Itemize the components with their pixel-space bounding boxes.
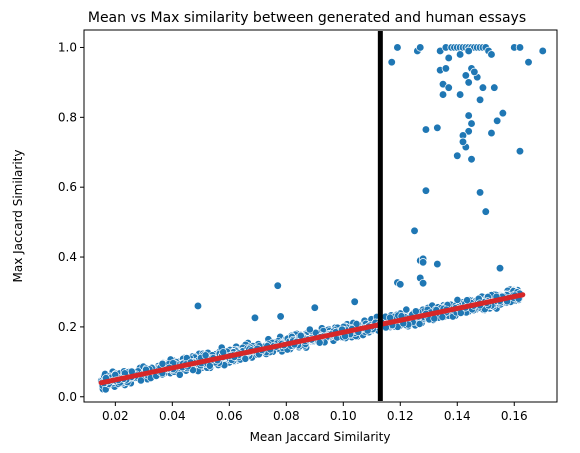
scatter-point-outlier	[433, 259, 442, 269]
scatter-point	[189, 366, 197, 374]
scatter-point-outlier	[433, 123, 442, 132]
scatter-point-outlier	[490, 83, 499, 92]
y-tick-label: 1.0	[58, 40, 77, 54]
scatter-point-outlier	[276, 312, 285, 321]
y-axis-ticks: 0.0 0.2 0.4 0.6 0.8 1.0	[58, 40, 84, 404]
scatter-point-outlier	[481, 207, 490, 216]
scatter-point	[158, 359, 167, 368]
y-tick-label: 0.6	[58, 180, 77, 194]
scatter-point-outlier	[495, 264, 505, 273]
scatter-point-outlier	[273, 281, 282, 290]
scatter-point-outlier	[193, 301, 203, 311]
scatter-point-outlier	[524, 57, 533, 67]
scatter-point-outlier	[515, 43, 525, 52]
scatter-point-outlier	[458, 137, 468, 146]
scatter-point	[453, 296, 462, 304]
scatter-point-outlier	[421, 186, 431, 195]
scatter-point-outlier	[467, 155, 476, 164]
scatter-point	[241, 354, 250, 363]
scatter-point	[415, 320, 424, 328]
scatter-point-outlier	[478, 83, 488, 92]
scatter-point-outlier	[396, 280, 405, 289]
scatter-point-outlier	[487, 128, 496, 138]
scatter-point	[137, 376, 145, 385]
scatter-point-outlier	[441, 64, 451, 73]
overlay-lines	[98, 31, 526, 401]
scatter-point-outlier	[418, 258, 428, 267]
scatter-point	[402, 305, 411, 314]
scatter-point	[305, 325, 314, 334]
scatter-point-outlier	[498, 108, 508, 118]
scatter-point-outlier	[410, 226, 419, 236]
x-tick-label: 0.14	[444, 409, 471, 423]
scatter-point-outlier	[250, 313, 260, 322]
x-tick-label: 0.02	[102, 409, 129, 423]
scatter-point-outlier	[475, 95, 485, 105]
y-axis-label: Max Jaccard Similarity	[11, 150, 25, 283]
scatter-point-outlier	[350, 297, 359, 306]
y-tick-label: 0.4	[58, 250, 77, 264]
scatter-point-outlier	[487, 50, 496, 59]
y-tick-label: 0.0	[58, 390, 77, 404]
trend-line	[98, 292, 526, 386]
x-axis-label: Mean Jaccard Similarity	[250, 430, 391, 444]
scatter-point-outlier	[310, 303, 319, 312]
scatter-point-outlier	[438, 90, 448, 99]
scatter-point-outlier	[421, 125, 431, 134]
scatter-point-outlier	[461, 71, 470, 80]
x-tick-label: 0.10	[330, 409, 357, 423]
x-tick-label: 0.12	[387, 409, 414, 423]
scatter-point-outlier	[455, 50, 465, 59]
y-tick-label: 0.2	[58, 320, 77, 334]
x-tick-label: 0.04	[159, 409, 186, 423]
scatter-point-outlier	[387, 57, 396, 67]
scatter-point-outlier	[453, 151, 462, 160]
scatter-point	[411, 307, 420, 316]
plot-frame	[83, 29, 558, 403]
x-tick-label: 0.08	[273, 409, 300, 423]
x-axis-ticks: 0.02 0.04 0.06 0.08 0.10 0.12 0.14 0.16	[102, 402, 528, 423]
scatter-point-outlier	[464, 111, 473, 120]
x-tick-label: 0.06	[216, 409, 243, 423]
y-tick-label: 0.8	[58, 110, 77, 124]
scatter-point-outlier	[444, 53, 453, 63]
scatter-point-outlier	[416, 43, 425, 52]
scatter-point-outlier	[538, 46, 547, 56]
scatter-point-outlier	[444, 83, 453, 92]
scatter-point-outlier	[464, 127, 473, 136]
scatter-point-outlier	[475, 188, 485, 197]
scatter-point	[201, 351, 210, 360]
scatter-point	[463, 296, 472, 305]
scatter-point-outlier	[464, 46, 473, 56]
scatter-point	[175, 370, 184, 379]
scatter-point-outlier	[464, 78, 473, 87]
scatter-point-outlier	[493, 116, 502, 125]
scatter-point-outlier	[515, 147, 525, 156]
chart-title: Mean vs Max similarity between generated…	[88, 10, 526, 26]
scatter-point-outlier	[467, 119, 476, 128]
scatter-point-outlier	[470, 67, 479, 77]
scatter-point-outlier	[418, 279, 428, 288]
scatter-point-outlier	[393, 43, 402, 52]
x-tick-label: 0.16	[501, 409, 528, 423]
scatter-point-outlier	[455, 90, 465, 99]
